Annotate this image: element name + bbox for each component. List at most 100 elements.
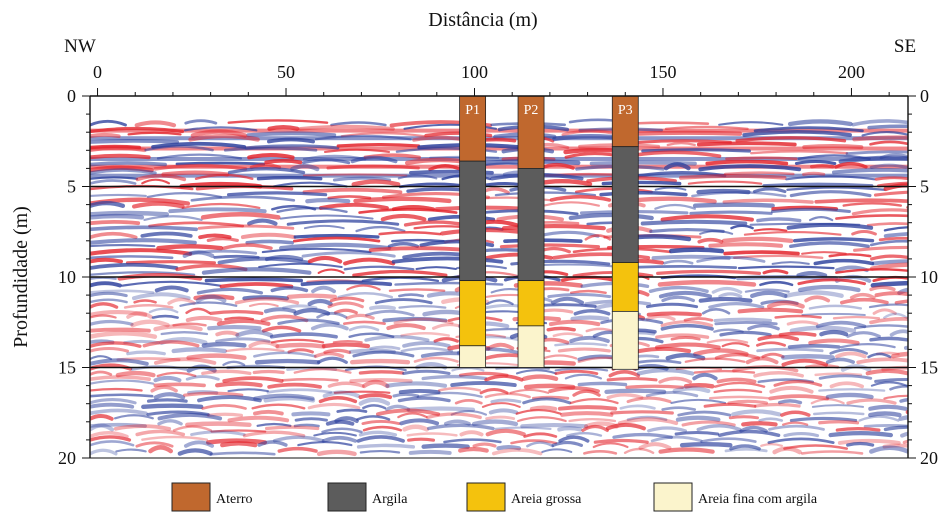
reflector-wave [907,206,946,207]
reflector-wave [649,313,700,314]
reflector-wave [90,216,142,217]
reflector-wave [128,262,215,263]
reflector-wave [612,412,673,413]
reflector-wave [303,282,391,284]
reflector-wave [886,233,946,236]
reflector-wave [548,328,574,329]
reflector-wave [90,195,146,196]
reflector-wave [267,427,318,428]
reflector-wave [371,248,470,250]
reflector-wave [90,256,172,257]
reflector-wave [319,452,355,454]
reflector-wave [758,219,800,221]
reflector-wave [715,319,770,320]
reflector-wave [740,310,802,312]
reflector-wave [816,200,919,202]
reflector-wave [837,429,879,431]
reflector-wave [289,296,335,297]
reflector-wave [296,419,326,421]
reflector-wave [730,417,757,418]
y-tick-label-right: 10 [920,267,938,287]
reflector-wave [710,244,781,246]
reflector-wave [188,318,221,320]
reflector-wave [627,266,736,267]
reflector-wave [756,405,799,407]
reflector-wave [896,300,946,303]
reflector-wave [371,347,399,349]
reflector-wave [682,444,730,445]
reflector-wave [639,349,689,351]
reflector-wave [266,161,300,163]
borehole-label: P1 [465,103,480,118]
nw-direction-label: NW [64,36,96,57]
reflector-wave [848,443,873,445]
reflector-wave [691,212,771,213]
borehole-p3: P3 [612,96,638,369]
reflector-wave [492,400,520,402]
reflector-wave [209,327,259,328]
borehole-label: P3 [618,103,633,118]
reflector-wave [90,278,116,279]
reflector-wave [207,279,302,280]
y-tick-label-right: 20 [920,448,938,468]
reflector-wave [90,141,177,142]
reflector-wave [699,143,795,144]
reflector-wave [804,173,824,174]
reflector-wave [360,372,402,373]
borehole-interval-areia-fina-com-argila [460,346,486,368]
reflector-wave [390,289,444,290]
reflector-wave [886,427,933,429]
reflector-wave [204,344,245,345]
reflector-wave [781,333,815,334]
reflector-wave [725,173,793,174]
reflector-wave [266,398,313,400]
borehole-label: P2 [524,103,539,118]
x-tick-label: 200 [838,62,865,82]
reflector-wave [90,156,149,158]
reflector-wave [790,121,850,124]
legend-swatch [172,483,210,511]
reflector-wave [671,250,722,251]
reflector-wave [831,433,891,435]
reflector-wave [707,161,786,163]
reflector-wave [248,133,334,135]
reflector-wave [562,413,611,415]
reflector-wave [269,140,313,142]
reflector-wave [352,361,408,362]
reflector-wave [247,241,292,242]
reflector-wave [790,346,839,347]
x-axis-title: Distância (m) [428,9,537,31]
reflector-wave [229,193,326,195]
borehole-interval-argila [612,147,638,263]
reflector-wave [187,424,249,425]
reflector-wave [878,183,946,186]
reflector-wave [695,205,773,206]
reflector-wave [156,378,180,380]
reflector-wave [532,407,556,408]
reflector-wave [802,314,864,315]
reflector-wave [821,332,846,334]
reflector-wave [758,349,823,351]
legend-item-aterro: Aterro [172,483,253,511]
borehole-p2: P2 [518,96,544,368]
reflector-wave [628,123,708,124]
reflector-wave [632,133,740,134]
reflector-wave [595,441,647,443]
reflector-wave [153,316,178,318]
reflector-wave [361,395,391,397]
reflector-wave [259,178,321,179]
reflector-wave [90,330,149,331]
legend-label: Argila [372,492,408,507]
reflector-wave [356,199,450,201]
se-direction-label: SE [894,36,916,57]
reflector-wave [726,449,766,451]
reflector-wave [725,252,798,254]
reflector-wave [559,349,609,351]
reflector-wave [387,383,445,385]
reflector-wave [502,245,599,247]
reflector-wave [716,322,777,323]
reflector-wave [254,371,283,372]
reflector-wave [401,391,439,392]
